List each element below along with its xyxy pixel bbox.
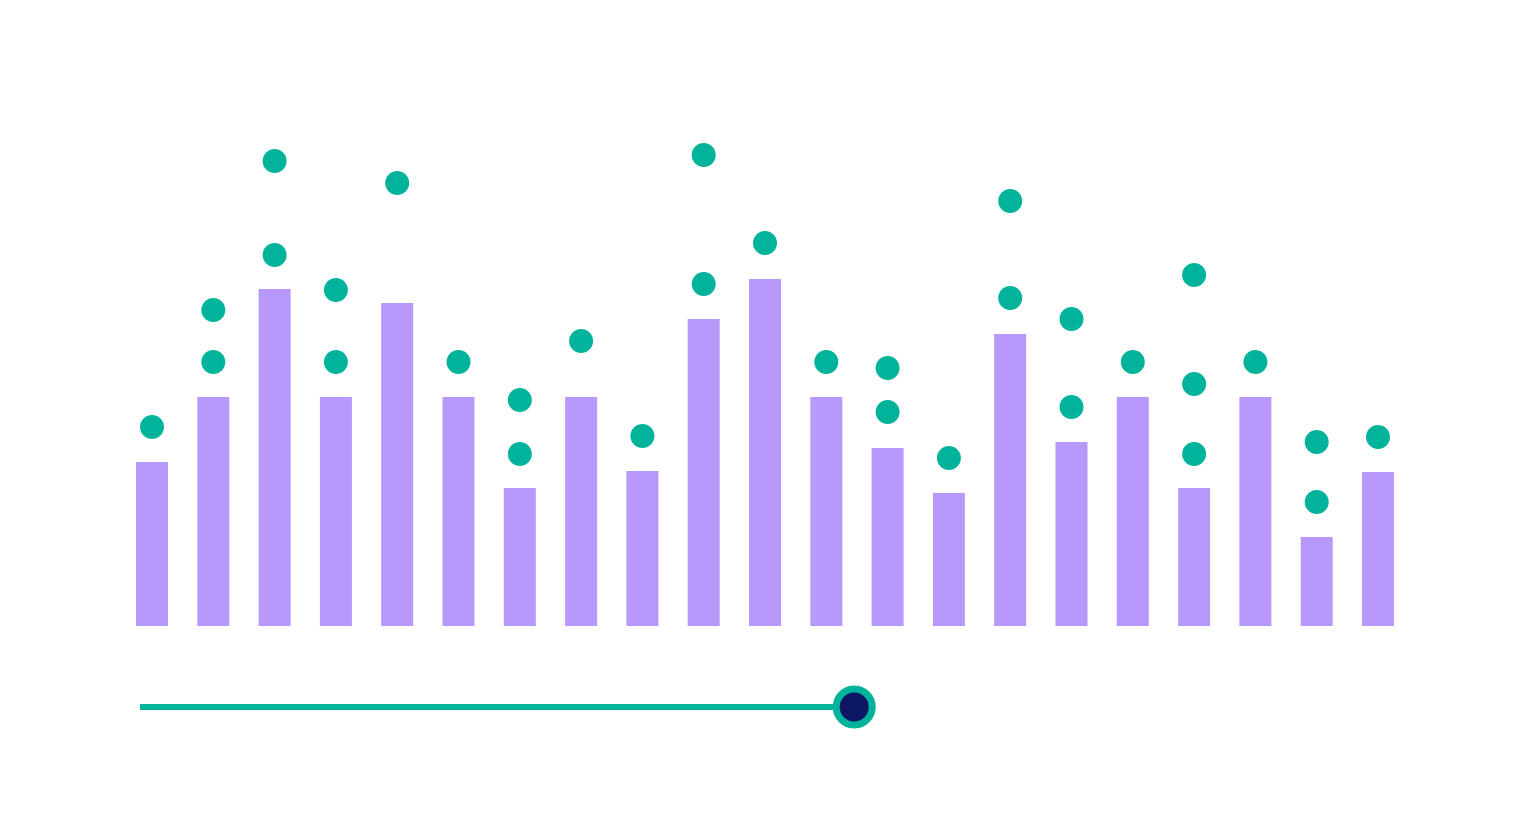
dot bbox=[1182, 372, 1207, 396]
bar bbox=[1055, 442, 1088, 626]
bar bbox=[1300, 537, 1333, 626]
dot bbox=[507, 442, 532, 466]
dot bbox=[385, 171, 410, 195]
dot bbox=[323, 350, 348, 374]
bar bbox=[565, 397, 598, 626]
dot bbox=[1366, 425, 1390, 449]
dot bbox=[814, 350, 839, 374]
dot bbox=[1304, 490, 1329, 514]
bar bbox=[932, 493, 965, 626]
bar bbox=[1116, 397, 1149, 626]
dot bbox=[507, 388, 532, 412]
dot bbox=[1182, 263, 1207, 287]
dot bbox=[201, 298, 226, 322]
dot bbox=[691, 272, 716, 296]
bar bbox=[871, 448, 904, 626]
dot bbox=[323, 278, 348, 302]
bar bbox=[136, 462, 168, 626]
dot bbox=[262, 243, 287, 267]
bar bbox=[1178, 488, 1211, 626]
dot bbox=[569, 329, 594, 353]
dot bbox=[262, 149, 287, 173]
bar bbox=[258, 289, 291, 626]
dot bbox=[1059, 395, 1084, 419]
bar bbox=[810, 397, 843, 626]
dot bbox=[1182, 442, 1207, 466]
bar bbox=[626, 471, 659, 626]
bar bbox=[687, 319, 720, 626]
dot bbox=[201, 350, 226, 374]
bar bbox=[749, 279, 781, 626]
dot bbox=[875, 356, 900, 380]
bar bbox=[994, 334, 1027, 626]
dot bbox=[446, 350, 471, 374]
dot bbox=[998, 189, 1023, 213]
bar bbox=[197, 397, 230, 626]
dot bbox=[753, 231, 777, 255]
dot bbox=[936, 446, 961, 470]
bar bbox=[1239, 397, 1272, 626]
dot bbox=[1059, 307, 1084, 331]
dot bbox=[691, 143, 716, 167]
dot bbox=[875, 400, 900, 424]
bar bbox=[381, 303, 414, 626]
dot bbox=[998, 286, 1023, 310]
dot bbox=[1243, 350, 1268, 374]
slider-thumb[interactable] bbox=[832, 685, 876, 729]
bar bbox=[442, 397, 475, 626]
bar bbox=[1362, 472, 1394, 626]
dot bbox=[1304, 430, 1329, 454]
bar bbox=[503, 488, 536, 626]
bar bbox=[319, 397, 352, 626]
dot bbox=[1120, 350, 1145, 374]
dot bbox=[140, 415, 164, 439]
dot bbox=[630, 424, 655, 448]
